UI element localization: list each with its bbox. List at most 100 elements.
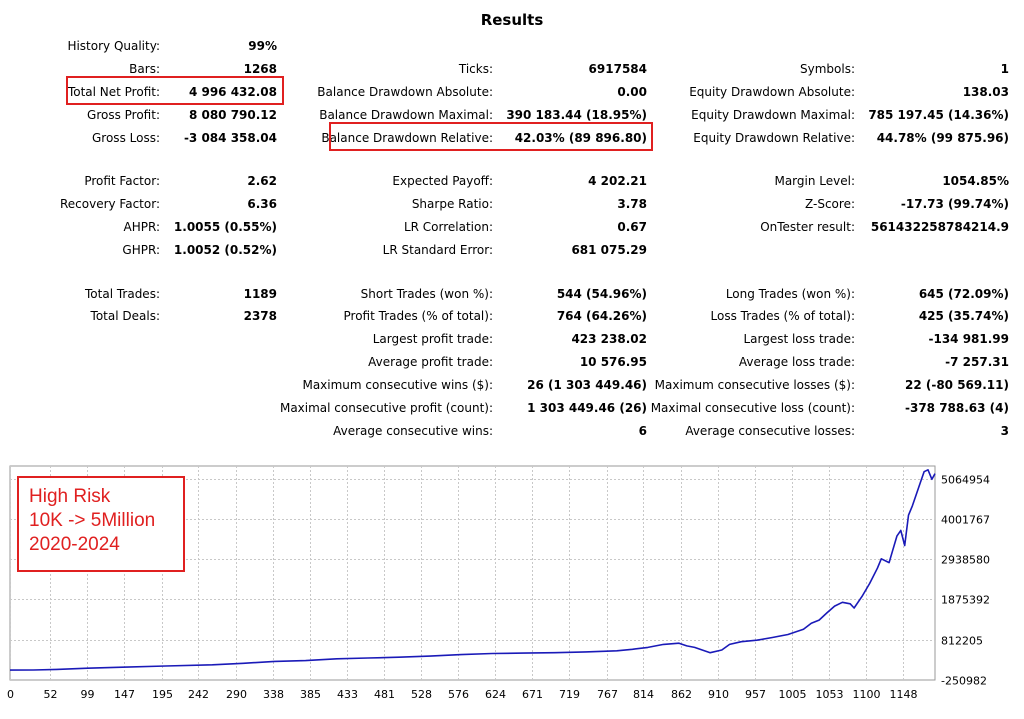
total-trades-label: Total Trades: xyxy=(85,287,160,301)
lr-correlation-label: LR Correlation: xyxy=(403,220,493,234)
chart-y-tick-label: -250982 xyxy=(941,675,987,688)
avg-consec-losses-value: 3 xyxy=(1000,424,1009,438)
ticks-value: 6917584 xyxy=(588,62,647,76)
balance-dd-abs-label: Balance Drawdown Absolute: xyxy=(317,85,493,99)
chart-x-tick-label: 576 xyxy=(448,688,469,701)
chart-x-tick-label: 433 xyxy=(337,688,358,701)
bars-value: 1268 xyxy=(243,62,277,76)
total-net-profit-label: Total Net Profit: xyxy=(67,85,160,99)
annotation-line-1: High Risk xyxy=(29,486,111,507)
largest-profit-value: 423 238.02 xyxy=(571,332,647,346)
lr-std-error-label: LR Standard Error: xyxy=(382,243,493,257)
bars-label: Bars: xyxy=(129,62,160,76)
chart-x-tick-label: 1100 xyxy=(853,688,881,701)
max-consec-losses-value: 22 (-80 569.11) xyxy=(904,378,1009,392)
recovery-factor-label: Recovery Factor: xyxy=(59,197,160,211)
history-quality-value: 99% xyxy=(248,39,277,53)
ghpr-value: 1.0052 (0.52%) xyxy=(173,243,277,257)
net-profit-highlight-box xyxy=(66,76,284,105)
equity-dd-rel-label: Equity Drawdown Relative: xyxy=(693,131,855,145)
annotation-box: High Risk 10K -> 5Million 2020-2024 xyxy=(17,476,185,572)
equity-dd-abs-value: 138.03 xyxy=(962,85,1009,99)
ahpr-label: AHPR: xyxy=(123,220,160,234)
chart-x-tick-label: 99 xyxy=(81,688,95,701)
loss-trades-value: 425 (35.74%) xyxy=(918,309,1009,323)
chart-x-tick-label: 910 xyxy=(708,688,729,701)
short-trades-label: Short Trades (won %): xyxy=(360,287,493,301)
sharpe-ratio-value: 3.78 xyxy=(617,197,647,211)
max-consec-losses-label: Maximum consecutive losses ($): xyxy=(654,378,855,392)
chart-x-tick-label: 290 xyxy=(226,688,247,701)
gross-loss-value: -3 084 358.04 xyxy=(183,131,277,145)
avg-loss-label: Average loss trade: xyxy=(738,355,855,369)
equity-dd-max-value: 785 197.45 (14.36%) xyxy=(868,108,1009,122)
total-deals-label: Total Deals: xyxy=(90,309,160,323)
chart-x-tick-label: 195 xyxy=(152,688,173,701)
margin-level-value: 1054.85% xyxy=(942,174,1009,188)
profit-factor-value: 2.62 xyxy=(247,174,277,188)
chart-x-tick-label: 719 xyxy=(559,688,580,701)
ahpr-value: 1.0055 (0.55%) xyxy=(173,220,277,234)
chart-y-tick-label: 4001767 xyxy=(941,514,990,527)
annotation-line-2: 10K -> 5Million xyxy=(29,510,156,531)
lr-std-error-value: 681 075.29 xyxy=(571,243,647,257)
ontester-label: OnTester result: xyxy=(760,220,855,234)
profit-factor-label: Profit Factor: xyxy=(84,174,160,188)
lr-correlation-value: 0.67 xyxy=(617,220,647,234)
expected-payoff-label: Expected Payoff: xyxy=(392,174,493,188)
recovery-factor-value: 6.36 xyxy=(247,197,277,211)
maximal-consec-profit-label: Maximal consecutive profit (count): xyxy=(279,401,493,415)
short-trades-value: 544 (54.96%) xyxy=(556,287,647,301)
avg-consec-wins-value: 6 xyxy=(638,424,647,438)
chart-x-tick-label: 481 xyxy=(374,688,395,701)
equity-dd-max-label: Equity Drawdown Maximal: xyxy=(691,108,855,122)
maximal-consec-profit-value: 1 303 449.46 (26) xyxy=(527,401,647,415)
profit-trades-value: 764 (64.26%) xyxy=(556,309,647,323)
largest-loss-value: -134 981.99 xyxy=(928,332,1009,346)
symbols-value: 1 xyxy=(1000,62,1009,76)
sharpe-ratio-label: Sharpe Ratio: xyxy=(411,197,493,211)
maximal-consec-loss-label: Maximal consecutive loss (count): xyxy=(650,401,855,415)
maximal-consec-loss-value: -378 788.63 (4) xyxy=(904,401,1009,415)
total-trades-value: 1189 xyxy=(243,287,277,301)
avg-loss-value: -7 257.31 xyxy=(945,355,1009,369)
equity-dd-abs-label: Equity Drawdown Absolute: xyxy=(689,85,855,99)
chart-x-tick-label: 1005 xyxy=(779,688,807,701)
balance-dd-rel-label: Balance Drawdown Relative: xyxy=(321,131,493,145)
chart-x-tick-label: 338 xyxy=(263,688,284,701)
chart-x-tick-label: 147 xyxy=(114,688,135,701)
history-quality-label: History Quality: xyxy=(67,39,160,53)
expected-payoff-value: 4 202.21 xyxy=(588,174,647,188)
long-trades-label: Long Trades (won %): xyxy=(725,287,855,301)
chart-x-tick-label: 671 xyxy=(522,688,543,701)
chart-x-tick-label: 52 xyxy=(44,688,58,701)
chart-x-tick-label: 767 xyxy=(597,688,618,701)
chart-y-tick-label: 5064954 xyxy=(941,474,990,487)
equity-dd-rel-value: 44.78% (99 875.96) xyxy=(876,131,1009,145)
chart-y-tick-label: 2938580 xyxy=(941,554,990,567)
z-score-label: Z-Score: xyxy=(805,197,855,211)
chart-x-tick-label: 1148 xyxy=(890,688,918,701)
ontester-value: 561432258784214.9 xyxy=(870,220,1009,234)
margin-level-label: Margin Level: xyxy=(774,174,855,188)
gross-loss-label: Gross Loss: xyxy=(92,131,160,145)
chart-x-tick-label: 814 xyxy=(633,688,654,701)
chart-x-tick-label: 1053 xyxy=(816,688,844,701)
ghpr-label: GHPR: xyxy=(122,243,160,257)
chart-x-tick-label: 385 xyxy=(300,688,321,701)
balance-dd-abs-value: 0.00 xyxy=(617,85,647,99)
annotation-line-3: 2020-2024 xyxy=(29,534,120,555)
chart-x-tick-label: 528 xyxy=(411,688,432,701)
avg-consec-losses-label: Average consecutive losses: xyxy=(685,424,855,438)
long-trades-value: 645 (72.09%) xyxy=(918,287,1009,301)
chart-y-tick-label: 1875392 xyxy=(941,594,990,607)
chart-equity-line xyxy=(9,469,936,671)
gross-profit-value: 8 080 790.12 xyxy=(188,108,277,122)
balance-dd-max-value: 390 183.44 (18.95%) xyxy=(506,108,647,122)
chart-x-tick-label: 242 xyxy=(188,688,209,701)
avg-consec-wins-label: Average consecutive wins: xyxy=(333,424,493,438)
total-deals-value: 2378 xyxy=(243,309,277,323)
largest-profit-label: Largest profit trade: xyxy=(372,332,493,346)
balance-dd-relative-highlight-box xyxy=(329,122,653,151)
balance-dd-max-label: Balance Drawdown Maximal: xyxy=(319,108,493,122)
